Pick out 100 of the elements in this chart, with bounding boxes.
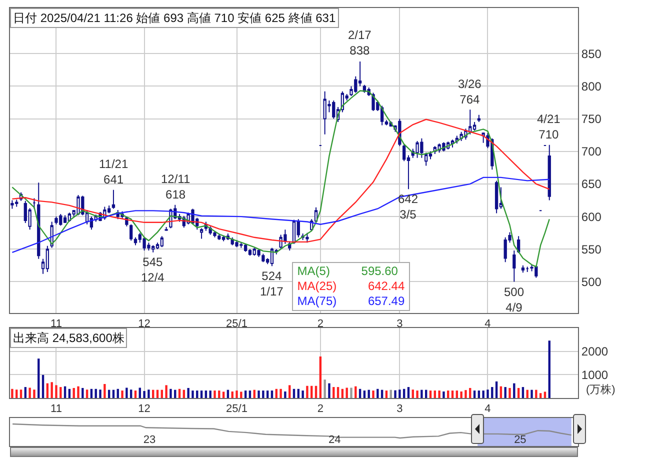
- candlestick: [130, 224, 133, 242]
- bar: [442, 391, 445, 398]
- bar: [324, 380, 326, 398]
- x-tick-label: 23: [143, 434, 156, 446]
- text: MA(25): [297, 279, 337, 293]
- x-tick-label: 3: [396, 318, 403, 330]
- bar: [60, 387, 62, 398]
- bar: [192, 390, 194, 398]
- bar: [248, 390, 252, 398]
- bar: [55, 385, 58, 398]
- bar: [456, 390, 458, 398]
- bar: [341, 388, 344, 398]
- bar: [350, 388, 352, 398]
- annotation: 595.60: [360, 264, 398, 279]
- bar: [16, 390, 18, 398]
- candlestick: [32, 198, 36, 210]
- bar: [517, 388, 520, 398]
- bar: [495, 381, 498, 398]
- bar: [332, 387, 335, 398]
- annotation: 657.49: [366, 294, 405, 309]
- bar: [170, 388, 172, 398]
- bar: [460, 391, 462, 398]
- bar: [539, 393, 542, 398]
- bar: [82, 388, 84, 398]
- bar: [530, 390, 533, 398]
- bar: [187, 388, 190, 398]
- bar: [240, 392, 242, 398]
- bar: [478, 390, 480, 398]
- bar: [336, 387, 340, 398]
- bar: [77, 386, 80, 398]
- bar: [416, 390, 418, 398]
- bar: [209, 390, 212, 398]
- bar: [178, 388, 181, 398]
- bar: [46, 383, 49, 398]
- bar: [33, 390, 36, 398]
- x-tick-label: 11: [50, 403, 62, 416]
- candlestick: [54, 216, 58, 225]
- bar: [218, 390, 220, 398]
- candlestick: [10, 200, 14, 210]
- y-tick-label: 750: [581, 112, 602, 126]
- bar: [346, 388, 348, 398]
- bar: [385, 390, 388, 398]
- bar: [306, 386, 308, 398]
- bar: [535, 390, 538, 398]
- bar: [38, 358, 40, 398]
- bar: [412, 390, 414, 398]
- bar: [434, 390, 436, 398]
- annotation: 日付 2025/04/21 11:26 始値 693 高値 710 安値 625 終値 631: [13, 11, 336, 25]
- bar: [50, 382, 53, 398]
- bar: [394, 390, 396, 398]
- bar: [522, 387, 524, 398]
- annotation: 524 1/17: [260, 269, 284, 299]
- y-tick-label: 2000: [581, 344, 608, 359]
- candlestick: [63, 214, 67, 224]
- y-tick-label: 500: [581, 274, 602, 289]
- bar: [214, 390, 216, 398]
- candlestick: [512, 250, 516, 282]
- candlestick: [200, 228, 204, 240]
- bar: [504, 387, 506, 398]
- bar: [121, 390, 124, 398]
- candlestick: [235, 240, 238, 248]
- bar: [42, 374, 44, 398]
- bar: [11, 388, 14, 398]
- bar: [451, 390, 454, 398]
- y-tick-label: 650: [581, 177, 602, 192]
- bar: [104, 384, 106, 398]
- x-tick-label: 25/1: [226, 318, 248, 330]
- bar: [270, 390, 274, 398]
- bar: [222, 392, 225, 398]
- y-tick-label: 800: [581, 79, 602, 94]
- bar: [372, 390, 374, 398]
- bar: [328, 383, 330, 398]
- bar: [508, 388, 511, 398]
- bar: [130, 390, 132, 398]
- x-tick-label: 2: [317, 403, 324, 416]
- bar: [464, 390, 467, 398]
- bar: [407, 387, 410, 398]
- annotation: 12/11 618: [161, 172, 190, 202]
- x-tick-label: 12: [138, 403, 150, 416]
- x-tick-label: 25: [514, 434, 526, 446]
- candlestick: [37, 182, 40, 260]
- y-tick-label: 600: [581, 210, 602, 224]
- bar: [231, 391, 234, 398]
- bar: [24, 387, 27, 398]
- bar: [258, 390, 260, 398]
- candlestick: [164, 226, 168, 232]
- bar: [438, 390, 440, 398]
- candlestick: [248, 248, 252, 256]
- annotation: 4/21 710: [537, 112, 561, 142]
- candlestick: [160, 236, 164, 248]
- annotation: 3/26 764: [458, 77, 482, 107]
- bar: [143, 391, 146, 398]
- candlestick: [244, 243, 248, 252]
- bar: [376, 388, 379, 398]
- candlestick: [270, 247, 274, 267]
- annotation: 545 12/4: [141, 255, 165, 285]
- x-tick-label: 24: [328, 434, 341, 446]
- bar: [473, 390, 476, 398]
- bar: [126, 388, 128, 398]
- bar: [288, 385, 291, 398]
